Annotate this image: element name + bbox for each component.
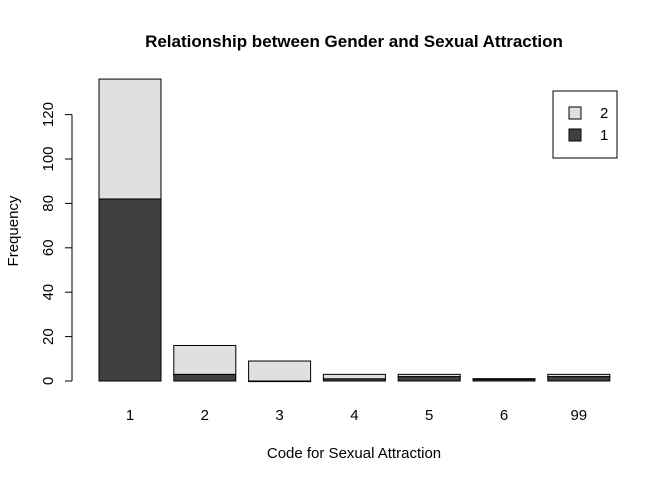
bar-5-series-2	[397, 373, 461, 378]
bar-99-series-2	[547, 373, 611, 378]
y-tick-label: 0	[40, 377, 57, 385]
bar-3-series-2	[248, 360, 312, 382]
bar-4-series-2	[322, 373, 386, 380]
x-tick-label: 6	[500, 407, 508, 424]
chart-title: Relationship between Gender and Sexual A…	[145, 32, 563, 51]
x-tick-label: 3	[275, 407, 283, 424]
x-tick-label: 1	[126, 407, 134, 424]
bar-1-series-1	[98, 198, 162, 382]
bar-99-series-1	[547, 376, 611, 382]
y-tick-label: 40	[40, 284, 57, 301]
y-tick-label: 60	[40, 239, 57, 256]
bars-group	[98, 78, 611, 383]
bar-2-series-2	[173, 344, 237, 375]
x-tick-label: 2	[201, 407, 209, 424]
legend-swatch-2	[568, 106, 582, 120]
x-tick-label: 99	[570, 407, 587, 424]
y-tick-label: 80	[40, 195, 57, 212]
legend-label-2: 2	[600, 105, 608, 122]
x-tick-label: 4	[350, 407, 358, 424]
legend-swatch-1	[568, 128, 582, 142]
x-axis-label: Code for Sexual Attraction	[267, 445, 441, 462]
bar-2-series-1	[173, 373, 237, 382]
y-tick-label: 120	[40, 102, 57, 127]
legend-box	[552, 90, 618, 159]
bar-1-series-2	[98, 78, 162, 200]
x-tick-label: 5	[425, 407, 433, 424]
y-tick-label: 20	[40, 328, 57, 345]
legend: 21	[552, 90, 618, 159]
x-tick-labels: 1 2 3 4 5 6 99	[126, 407, 587, 424]
y-axis-label: Frequency	[5, 195, 22, 266]
y-tick-label: 100	[40, 146, 57, 171]
bar-5-series-1	[397, 376, 461, 382]
bar-6-series-2	[472, 378, 536, 380]
y-axis: 0 20 40 60 80 100 120	[40, 102, 73, 385]
legend-label-1: 1	[600, 127, 608, 144]
